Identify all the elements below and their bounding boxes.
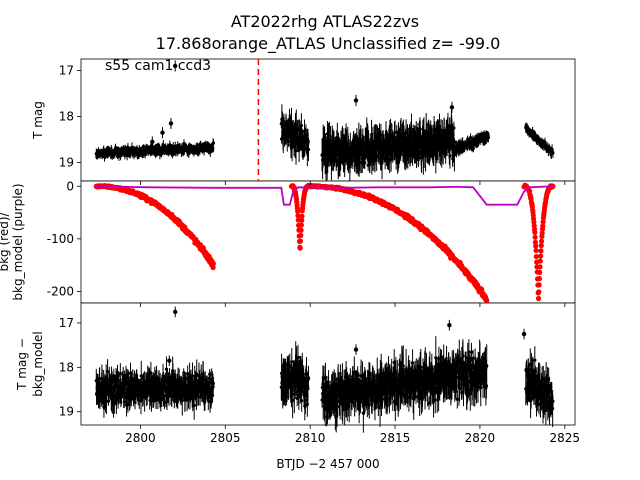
bkg-point: [537, 269, 543, 276]
bkg-point: [533, 247, 539, 254]
top-point: [543, 140, 547, 144]
bottom-point: [190, 374, 195, 378]
bottom-point: [336, 405, 340, 409]
top-point: [448, 154, 452, 158]
bkg-point: [538, 253, 544, 259]
bkg-point: [298, 227, 304, 233]
top-point: [143, 152, 148, 157]
bkg-point: [532, 229, 538, 236]
bottom-point: [118, 371, 122, 376]
bkg-point: [299, 213, 305, 219]
bkg-point: [536, 282, 542, 288]
chart-title-line1: AT2022rhg ATLAS22zvs: [231, 12, 419, 31]
top-point: [452, 126, 456, 130]
top-point: [468, 135, 473, 140]
bkg-point: [210, 261, 217, 267]
top-outlier-point: [168, 121, 174, 126]
top-point: [306, 148, 311, 152]
bkg-point: [537, 258, 543, 264]
bottom-point: [139, 374, 143, 378]
top-point: [187, 152, 191, 156]
top-panel-data: [94, 59, 555, 182]
top-point: [483, 140, 487, 145]
middle-panel-frame: [80, 180, 576, 304]
bkg-point: [536, 276, 543, 282]
top-point: [303, 146, 307, 150]
top-point: [161, 143, 165, 147]
bkg-point: [297, 245, 303, 251]
bottom-point: [192, 404, 196, 408]
top-point: [299, 124, 304, 128]
top-point: [551, 151, 555, 155]
top-point: [294, 149, 298, 153]
bkg-point: [535, 295, 542, 302]
bottom-point: [186, 372, 190, 376]
bottom-point: [290, 360, 294, 364]
chart-title-line2: 17.868orange_ATLAS Unclassified z= -99.0: [156, 34, 501, 54]
bottom-point: [305, 402, 309, 406]
top-outlier-point: [449, 105, 455, 110]
top-point: [486, 136, 491, 140]
top-point: [116, 146, 120, 150]
bottom-point: [208, 372, 212, 376]
bkg-point: [536, 289, 542, 295]
bottom-point: [300, 398, 304, 403]
bkg-point: [298, 232, 304, 239]
bottom-point: [211, 381, 216, 386]
top-point: [471, 146, 476, 150]
bkg-point: [297, 238, 304, 244]
top-outlier-point: [160, 130, 165, 135]
bkg-point: [532, 234, 538, 240]
bkg-point: [538, 248, 544, 254]
top-outlier-point: [353, 98, 359, 103]
bottom-point: [306, 376, 311, 380]
bottom-point: [116, 374, 120, 378]
top-point: [454, 140, 458, 144]
bkg-point: [533, 243, 539, 249]
top-point: [479, 132, 483, 136]
bottom-point: [296, 355, 300, 359]
bkg-point: [537, 264, 543, 270]
bottom-point: [210, 393, 215, 397]
top-point: [363, 161, 367, 165]
top-point: [211, 141, 216, 145]
bottom-point: [133, 400, 137, 405]
bkg-point: [484, 297, 490, 303]
bottom-point: [106, 399, 111, 403]
top-outlier-point: [150, 139, 155, 145]
bkg-point: [538, 238, 545, 244]
bkg-point: [298, 222, 304, 228]
